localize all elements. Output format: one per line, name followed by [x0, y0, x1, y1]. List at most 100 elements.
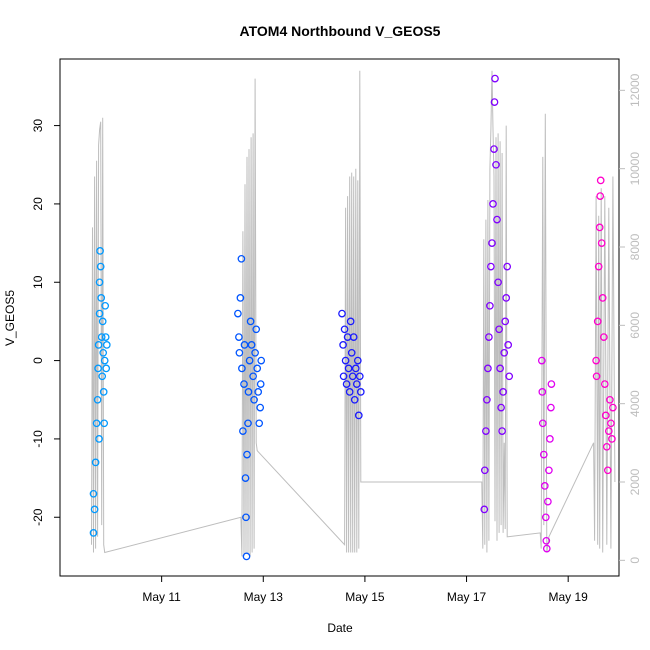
data-point	[252, 325, 261, 334]
data-point	[89, 489, 98, 498]
series-5	[592, 176, 617, 475]
data-point	[346, 317, 355, 326]
data-point	[95, 435, 103, 443]
data-point	[596, 176, 605, 185]
data-point	[251, 348, 259, 357]
y2-tick-label: 12000	[628, 73, 642, 107]
data-point	[600, 380, 609, 388]
y-axis-label: V_GEOS5	[3, 290, 17, 346]
data-point	[254, 388, 263, 396]
x-tick-label: May 17	[447, 590, 487, 604]
data-point	[497, 403, 505, 412]
x-tick-label: May 19	[549, 590, 589, 604]
series-1	[234, 254, 266, 561]
data-point	[491, 74, 499, 83]
data-point	[353, 356, 362, 365]
x-axis: May 11 May 13 May 15 May 17 May 19	[142, 576, 588, 604]
data-point	[97, 333, 106, 341]
data-point	[90, 505, 99, 514]
data-point	[595, 223, 604, 232]
data-point	[96, 247, 104, 255]
data-point	[593, 317, 602, 326]
data-point	[240, 341, 249, 349]
y-axis-left: -20 -10 0 10 20 30	[31, 119, 60, 526]
data-point	[484, 364, 492, 373]
x-axis-label: Date	[327, 621, 353, 635]
data-point	[340, 325, 349, 334]
data-point	[257, 356, 266, 365]
data-point	[480, 466, 489, 475]
data-point	[342, 380, 351, 388]
data-point	[339, 372, 348, 381]
data-point	[544, 497, 552, 506]
data-point	[545, 466, 553, 475]
data-point	[597, 239, 606, 247]
data-point	[483, 395, 491, 404]
data-point	[91, 458, 100, 467]
y2-tick-label: 0	[628, 557, 642, 564]
y-tick-label: -10	[31, 430, 45, 448]
data-point	[494, 278, 502, 287]
data-point	[488, 239, 496, 247]
y2-tick-label: 6000	[628, 312, 642, 339]
data-point	[247, 341, 256, 349]
data-point	[338, 309, 346, 318]
y2-tick-label: 2000	[628, 468, 642, 495]
data-point	[596, 192, 605, 200]
data-point	[344, 364, 353, 373]
data-point	[503, 262, 512, 271]
data-point	[498, 427, 506, 435]
data-point	[99, 348, 108, 357]
data-point	[602, 442, 611, 451]
data-point	[102, 364, 111, 373]
data-point	[95, 309, 104, 318]
plot-frame	[59, 58, 620, 577]
data-point	[235, 333, 243, 341]
data-point	[234, 309, 242, 318]
chart-title: ATOM4 Northbound V_GEOS5	[240, 23, 441, 39]
data-point	[547, 403, 555, 412]
data-point	[246, 317, 255, 326]
data-point	[505, 372, 514, 381]
data-point	[603, 466, 612, 475]
data-point	[546, 435, 554, 443]
data-point	[96, 262, 105, 271]
data-point	[347, 348, 356, 357]
data-point	[500, 348, 509, 357]
data-point	[490, 98, 499, 106]
data-point	[594, 262, 603, 271]
data-point	[490, 145, 498, 153]
data-point	[92, 419, 101, 428]
data-point	[538, 388, 547, 396]
data-point	[356, 388, 365, 396]
series-0	[89, 247, 111, 537]
data-point	[243, 450, 251, 459]
data-point	[538, 419, 547, 428]
data-point	[599, 333, 608, 341]
data-point	[601, 411, 610, 420]
data-point	[354, 411, 363, 420]
data-point	[237, 254, 246, 263]
y-tick-label: 20	[31, 197, 45, 211]
data-point	[245, 356, 254, 365]
data-point	[351, 364, 360, 373]
data-point	[249, 372, 257, 381]
data-point	[486, 301, 494, 310]
y-tick-label: -20	[31, 508, 45, 526]
data-point	[100, 356, 109, 365]
data-point	[547, 380, 556, 388]
data-point	[95, 278, 104, 287]
x-tick-label: May 13	[244, 590, 284, 604]
data-point	[250, 395, 258, 404]
data-point	[93, 395, 102, 404]
data-point	[253, 364, 262, 373]
data-point	[482, 427, 490, 435]
data-point	[94, 341, 103, 349]
y-tick-label: 0	[31, 357, 45, 364]
data-point	[99, 388, 108, 396]
data-point	[100, 419, 109, 428]
data-point	[242, 552, 251, 561]
y2-tick-label: 4000	[628, 390, 642, 417]
data-point	[541, 513, 550, 522]
data-point	[98, 317, 107, 326]
